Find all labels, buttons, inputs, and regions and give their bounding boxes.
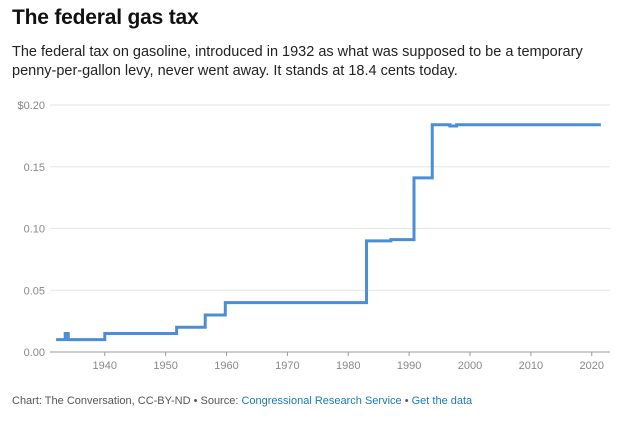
- x-tick-label: 2000: [458, 360, 482, 372]
- y-tick-label: 0.05: [24, 285, 45, 297]
- x-tick-label: 1990: [397, 360, 421, 372]
- gas-tax-step-line: [56, 123, 601, 342]
- x-tick-label: 1960: [214, 360, 238, 372]
- footer-separator: •: [190, 395, 201, 407]
- series-gas-tax: [56, 123, 601, 342]
- x-tick-label: 1950: [153, 360, 177, 372]
- y-tick-label: 0.10: [24, 224, 45, 236]
- y-axis-tick-labels: 0.00 0.05 0.10 0.15 $0.20: [17, 100, 45, 359]
- chart-subtitle: The federal tax on gasoline, introduced …: [12, 44, 583, 79]
- x-tick-label: 1970: [275, 360, 299, 372]
- y-tick-label: 0.15: [24, 162, 45, 174]
- y-tick-label: $0.20: [17, 100, 45, 112]
- x-axis: 1940 1950 1960 1970 1980 1990 2000 2010 2020: [50, 351, 610, 372]
- source-link[interactable]: Congressional Research Service: [241, 395, 402, 407]
- footer-separator: •: [401, 395, 412, 407]
- x-tick-label: 2010: [519, 360, 543, 372]
- chart-title: The federal gas tax: [12, 6, 199, 29]
- source-prefix: Source:: [200, 395, 242, 407]
- credit-text: Chart: The Conversation, CC-BY-ND: [12, 395, 191, 407]
- chart-footer: Chart: The Conversation, CC-BY-ND • Sour…: [12, 395, 472, 407]
- gridlines: [50, 104, 610, 291]
- y-tick-label: 0.00: [24, 347, 45, 359]
- get-the-data-link[interactable]: Get the data: [411, 395, 473, 407]
- x-tick-label: 2020: [579, 360, 603, 372]
- x-tick-label: 1940: [93, 360, 117, 372]
- x-tick-label: 1980: [336, 360, 360, 372]
